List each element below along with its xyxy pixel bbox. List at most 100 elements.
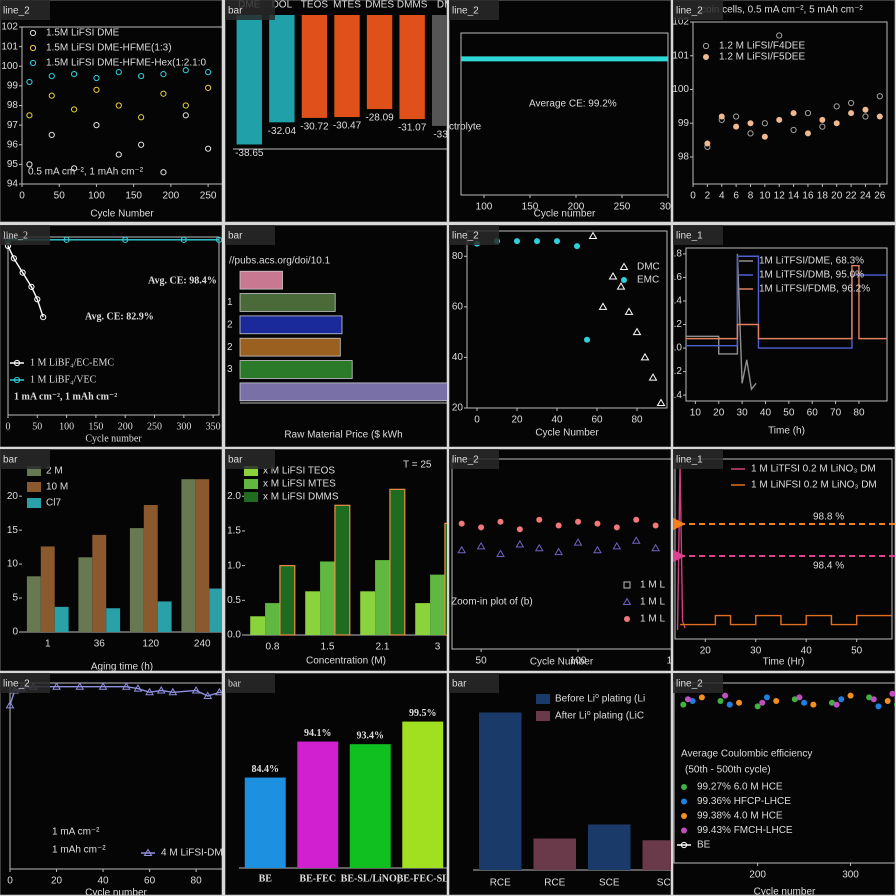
line [680,614,892,626]
y-tick-label: 0.8 [668,249,682,260]
marker [29,44,37,52]
bar [269,15,295,123]
y-tick-label: 0.0 [668,343,682,354]
bar [402,721,444,868]
x-tick-label: DM [437,0,453,11]
y-tick-label: 100 [672,84,689,95]
tile-background [449,0,671,222]
x-axis-label: Cycle number [85,888,147,896]
tile-background [673,0,895,222]
data-label: 84.4% [252,764,280,775]
tile-background [449,449,671,671]
legend-label: 4 M LiFSI-DME [161,848,230,859]
tile-tag: bar [228,678,241,689]
data-label: -31.07 [398,123,427,134]
marker [205,69,212,76]
marker [884,698,891,704]
marker [574,243,580,250]
y-tick-label: 0.0 [227,630,241,641]
x-tick-label: 60 [144,876,156,887]
marker [761,133,768,140]
marker [478,524,485,531]
x-tick-label: 36 [94,639,106,650]
bar [239,293,336,312]
marker [790,110,797,117]
marker [516,526,523,533]
marker [876,93,883,100]
bar [301,15,328,118]
legend-label: 1 M LiTFSI 0.2 M LiNO₃ DM [751,464,876,475]
bar [430,574,445,635]
tile-tag-background [449,225,499,245]
marker [115,151,122,158]
x-tick-label: RCE [544,878,565,889]
bar [444,522,447,636]
y-tick-label: 10 [7,559,19,570]
tile-tag-background [225,225,275,245]
tile-tag: line_2 [452,455,479,466]
tile-background [673,449,895,671]
bar [642,840,671,870]
marker [616,282,626,290]
bar [279,565,296,636]
x-tick-label: 50 [851,646,863,657]
x-tick-label: 150 [667,656,684,667]
x-tick-label: 150 [522,202,539,213]
bar [320,561,335,635]
marker [121,682,131,690]
x-axis-label: Time (h) [768,426,805,437]
x-axis-label: Cycle number [85,433,142,444]
marker [776,116,783,123]
legend-label: 1.2 M LiFSI/F4DEE [719,41,805,52]
x-tick-label: 2 [705,191,711,202]
marker [115,102,122,109]
bar [195,479,210,632]
marker [29,29,37,37]
annotation: (50th - 500th cycle) [685,765,771,776]
marker [726,701,733,708]
x-tick-label: 20 [713,408,725,419]
marker [205,145,212,152]
tile-tag-background [673,225,723,245]
chart-tile: RCE RCE SCE SC Before Li⁰ plating (Li After L… [449,673,671,895]
y-tick-label: 102 [672,17,689,28]
marker [747,120,754,127]
x-tick-label: BE-FEC [299,873,336,884]
legend-label: 99.27% 6.0 M HCE [697,782,783,793]
x-tick-label: 10 [759,191,771,202]
legend-swatch [27,466,41,476]
marker [838,696,845,703]
marker [63,236,70,243]
marker [71,165,78,172]
annotation: T = 25 [403,460,432,471]
x-tick-label: 80 [631,415,643,426]
bar [415,603,431,635]
legend-label: 1 M L [640,580,665,591]
x-tick-label: 3 [435,642,441,653]
chart-tile: 0 50 100 150 200 250 300 350 Cycle number 1 M LiB… [0,225,222,447]
annotation: 1 mAh cm⁻² [52,845,106,856]
x-tick-label: 30 [737,408,749,419]
legend-label: 2 M [46,466,63,477]
bar [399,15,425,120]
marker [681,798,687,805]
tile-tag: line_2 [676,6,703,17]
plot-frame [673,682,895,864]
annotation: Average Coulombic efficiency [681,749,812,760]
x-axis-label: Concentration (M) [306,656,386,667]
y-tick-label: 94 [7,179,19,190]
legend-label: 99.38% 4.0 M HCE [697,811,783,822]
x-tick-label: 200 [749,870,766,881]
y-tick-label: 2 [227,319,233,330]
legend-swatch [244,479,258,489]
marker [29,59,37,67]
data-label: 93.4% [357,730,385,741]
x-tick-label: 0 [7,876,13,887]
marker [593,545,602,554]
y-tick-label: 98 [678,152,690,163]
marker [633,516,640,523]
marker [182,102,189,109]
x-axis-label: Raw Material Price ($ kWh [284,430,402,441]
bar [265,603,280,635]
